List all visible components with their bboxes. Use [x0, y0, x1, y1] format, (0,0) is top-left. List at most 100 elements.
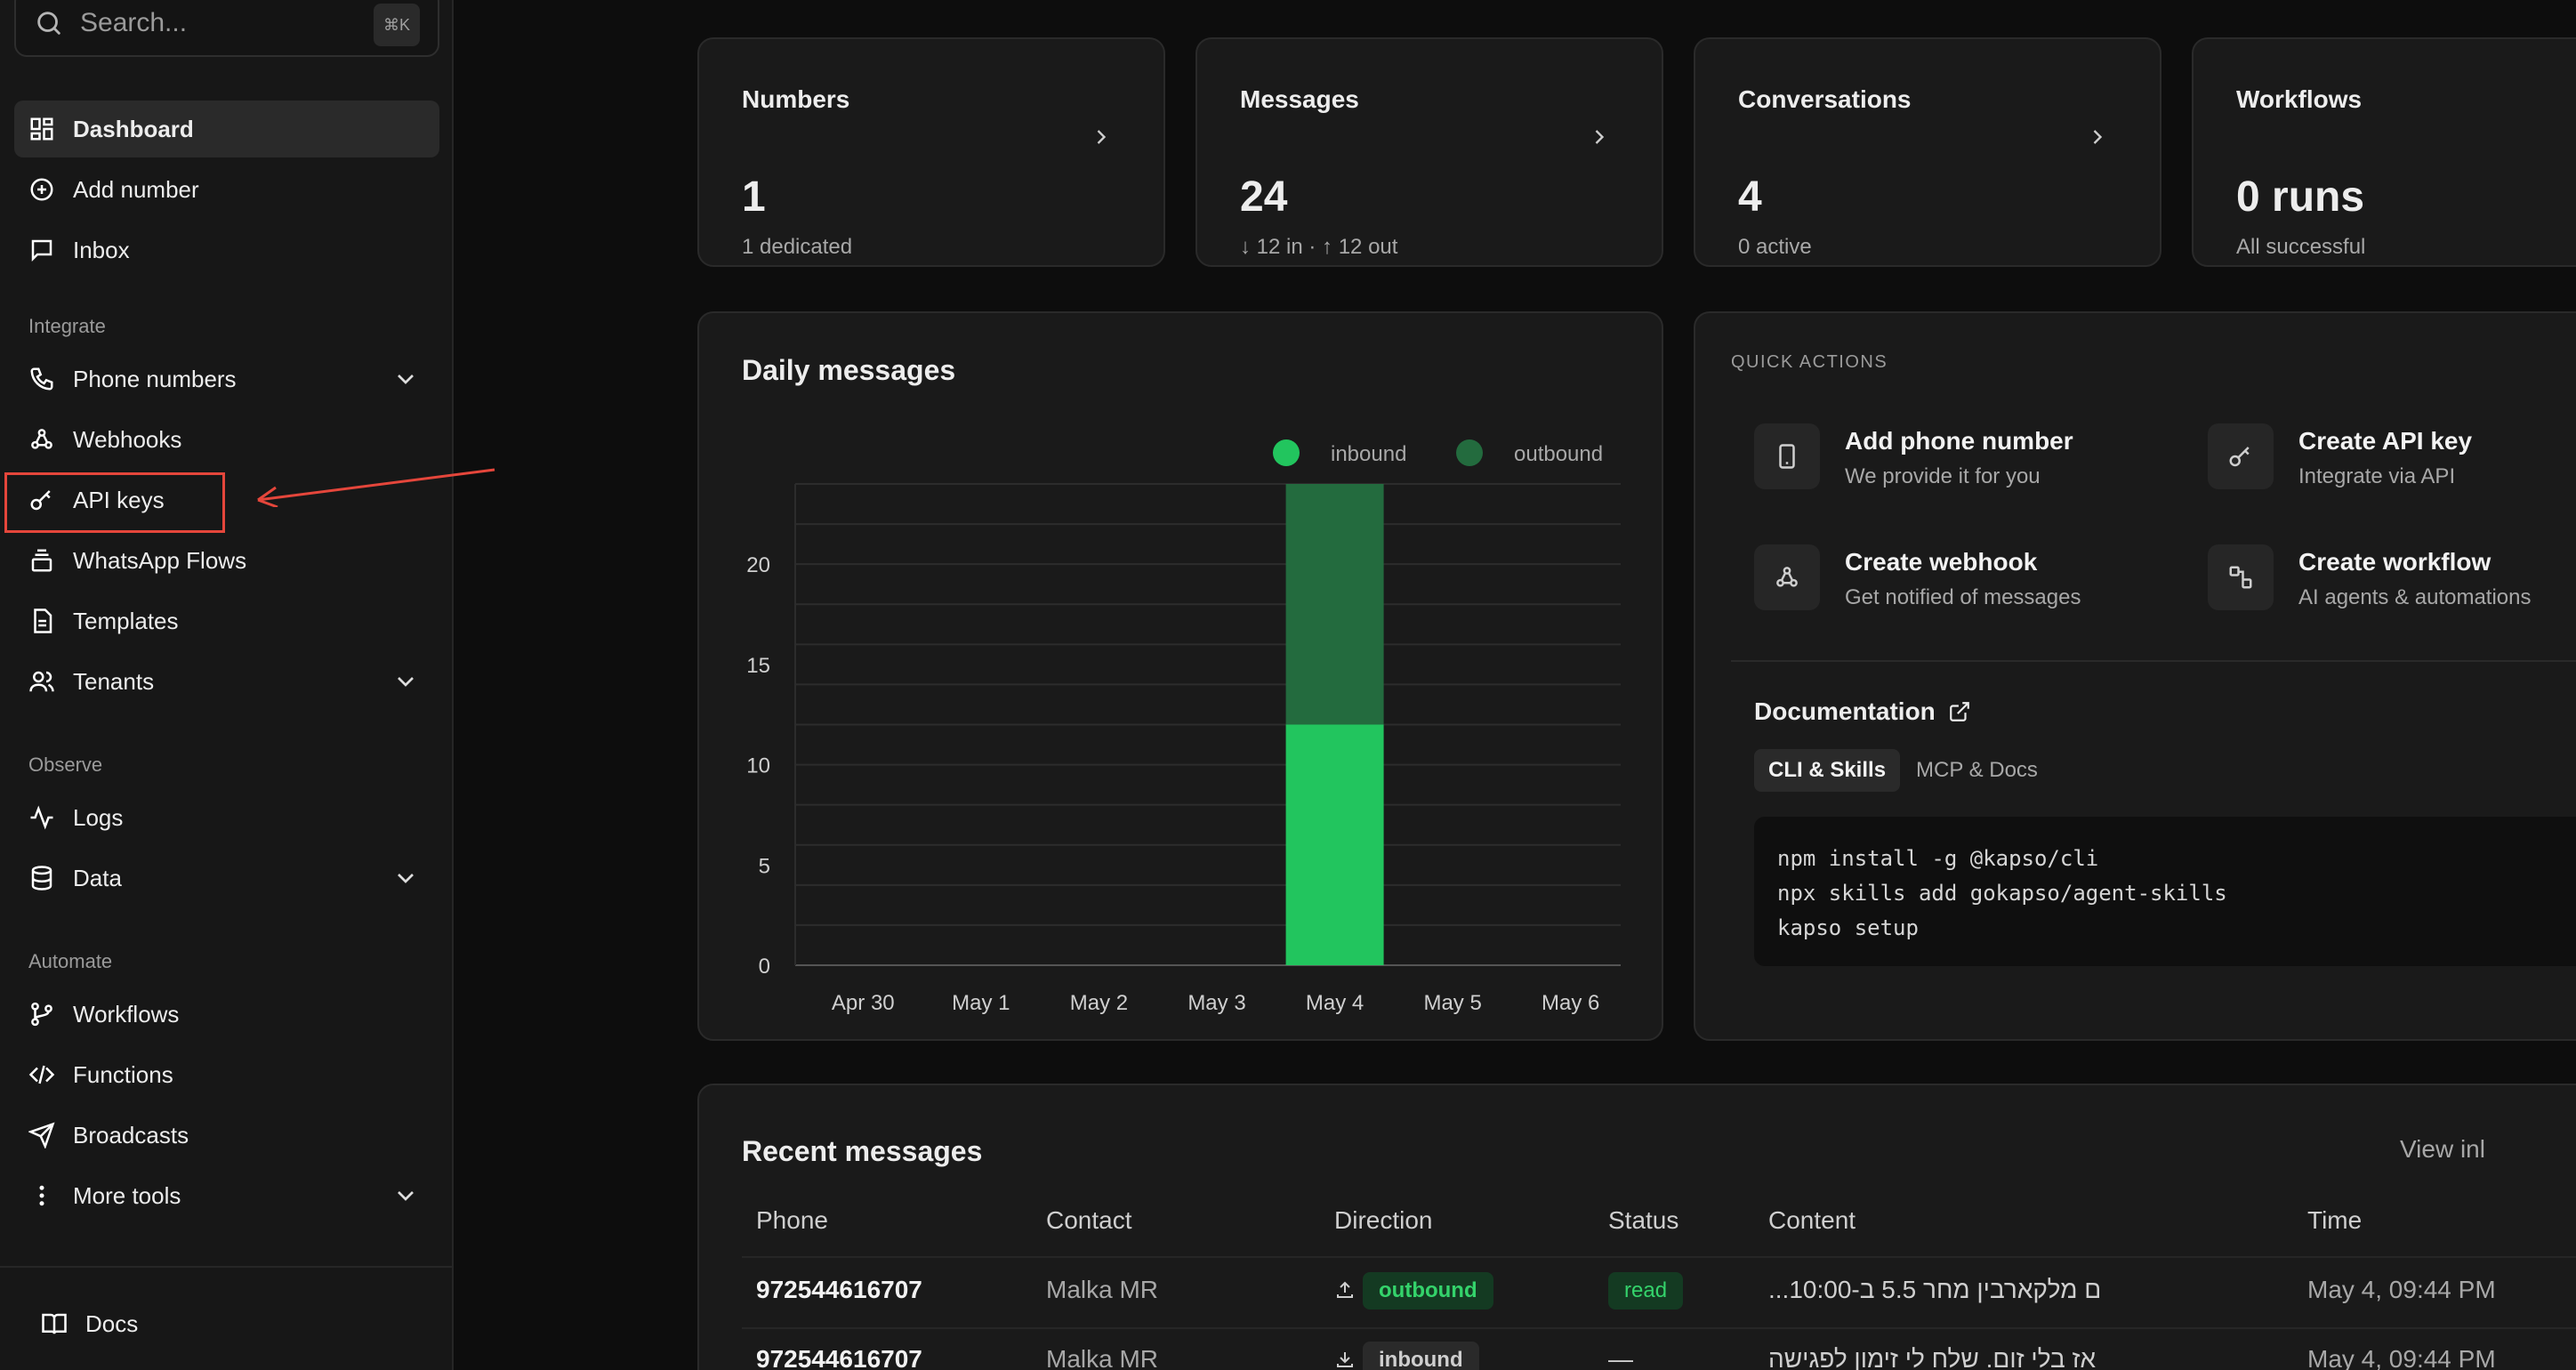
quick-action-title: Create workflow: [2298, 548, 2491, 576]
more-vertical-icon: [27, 1181, 57, 1211]
plus-circle-icon: [27, 174, 57, 205]
documentation-link[interactable]: Documentation: [1754, 697, 1971, 726]
download-icon: [1337, 1352, 1353, 1367]
phone-icon: [27, 364, 57, 394]
search-input[interactable]: Search...: [80, 8, 188, 37]
quick-action-add-phone-number[interactable]: Add phone number We provide it for you: [1754, 423, 2073, 489]
column-header-content[interactable]: Content: [1768, 1206, 1856, 1234]
cell-phone: 972544616707: [756, 1276, 922, 1303]
stat-subtext: ↓ 12 in · ↑ 12 out: [1240, 235, 1398, 259]
sidebar-item-api-keys[interactable]: API keys: [14, 471, 439, 528]
quick-actions-divider: [1731, 660, 2576, 662]
stat-value: 24: [1240, 173, 1288, 221]
table-row-divider: [742, 1327, 2576, 1329]
file-icon: [27, 606, 57, 636]
tab-mcp-docs[interactable]: MCP & Docs: [1916, 758, 2038, 782]
column-header-status[interactable]: Status: [1608, 1206, 1679, 1234]
view-inbox-link[interactable]: View inl: [2400, 1135, 2485, 1163]
chevron-down-icon[interactable]: [391, 365, 420, 393]
sidebar-item-label: Workflows: [73, 1000, 180, 1028]
status-badge: read: [1608, 1272, 1684, 1310]
x-tick-label: May 3: [1187, 991, 1245, 1015]
sidebar-item-phone-numbers[interactable]: Phone numbers: [14, 351, 439, 407]
cell-contact: Malka MR: [1046, 1276, 1159, 1303]
stat-card-messages[interactable]: Messages 24 ↓ 12 in · ↑ 12 out: [1195, 37, 1663, 267]
stat-card-workflows[interactable]: Workflows 0 runs All successful: [2192, 37, 2576, 267]
sidebar-item-dashboard[interactable]: Dashboard: [14, 101, 439, 157]
sidebar-item-label: Docs: [85, 1310, 139, 1337]
annotation-highlight-box: [4, 472, 225, 533]
quick-action-create-api-key[interactable]: Create API key Integrate via API: [2208, 423, 2472, 489]
column-header-phone[interactable]: Phone: [756, 1206, 828, 1234]
stat-subtext: 0 active: [1738, 235, 1812, 259]
sidebar-item-label: Tenants: [73, 667, 155, 695]
chevron-down-icon[interactable]: [391, 1181, 420, 1210]
x-tick-label: May 2: [1070, 991, 1128, 1015]
column-header-contact[interactable]: Contact: [1046, 1206, 1132, 1234]
tab-cli-skills[interactable]: CLI & Skills: [1754, 749, 1901, 792]
legend-label: inbound: [1331, 442, 1406, 466]
sidebar-item-whatsapp-flows[interactable]: WhatsApp Flows: [14, 532, 439, 589]
stat-subtext: 1 dedicated: [742, 235, 853, 259]
table-header-divider: [742, 1256, 2576, 1258]
activity-icon: [27, 802, 57, 833]
cell-content: אז בלי זום. שלח לי זימון לפגישה: [1768, 1345, 2097, 1370]
sidebar-item-broadcasts[interactable]: Broadcasts: [14, 1107, 439, 1164]
daily-messages-chart: 0 5 10 15 20 Apr 30 May 1 May 2 May 3 May 4 May 5 M…: [746, 439, 1621, 1015]
stat-title: Numbers: [742, 85, 850, 113]
sidebar-item-inbox[interactable]: Inbox: [14, 222, 439, 278]
sidebar-item-logs[interactable]: Logs: [14, 789, 439, 846]
y-tick-label: 5: [759, 854, 770, 878]
cell-time: May 4, 09:44 PM: [2307, 1276, 2496, 1303]
stat-subtext: All successful: [2236, 235, 2366, 259]
sidebar-item-label: Phone numbers: [73, 365, 237, 392]
stat-title: Conversations: [1738, 85, 1912, 113]
quick-action-subtitle: We provide it for you: [1845, 464, 2041, 488]
x-tick-label: May 1: [952, 991, 1010, 1015]
bar-inbound: [1285, 724, 1384, 965]
quick-action-subtitle: Integrate via API: [2298, 464, 2456, 488]
sidebar-item-label: Templates: [73, 607, 179, 634]
column-header-time[interactable]: Time: [2307, 1206, 2363, 1234]
sidebar-item-add-number[interactable]: Add number: [14, 161, 439, 218]
sidebar-divider: [0, 1266, 454, 1268]
y-tick-label: 10: [746, 754, 770, 778]
dashboard-icon: [27, 114, 57, 144]
stat-card-conversations[interactable]: Conversations 4 0 active: [1694, 37, 2161, 267]
sidebar-item-webhooks[interactable]: Webhooks: [14, 411, 439, 468]
sidebar-item-label: Webhooks: [73, 425, 182, 453]
quick-action-title: Create webhook: [1845, 548, 2038, 576]
section-automate: Automate: [28, 950, 113, 972]
code-snippet[interactable]: npm install -g @kapso/cli npx skills add…: [1754, 817, 2576, 966]
sidebar-item-label: Logs: [73, 803, 124, 831]
sidebar-item-workflows[interactable]: Workflows: [14, 986, 439, 1043]
quick-action-create-workflow[interactable]: Create workflow AI agents & automations: [2208, 544, 2532, 610]
quick-action-title: Create API key: [2298, 427, 2473, 455]
sidebar-item-label: Broadcasts: [73, 1121, 189, 1148]
sidebar-item-functions[interactable]: Functions: [14, 1046, 439, 1103]
chevron-right-icon: [1097, 130, 1107, 144]
sidebar-item-data[interactable]: Data: [14, 850, 439, 907]
sidebar-item-more-tools[interactable]: More tools: [14, 1167, 439, 1224]
git-branch-icon: [27, 999, 57, 1029]
stat-value: 1: [742, 173, 766, 221]
y-tick-label: 15: [746, 654, 770, 678]
chevron-down-icon[interactable]: [391, 864, 420, 892]
sidebar-item-docs[interactable]: Docs: [27, 1295, 452, 1352]
chevron-down-icon[interactable]: [391, 667, 420, 696]
stat-value: 4: [1738, 173, 1762, 221]
send-icon: [27, 1120, 57, 1150]
legend-label: outbound: [1514, 442, 1603, 466]
code-line: npx skills add gokapso/agent-skills: [1777, 881, 2227, 906]
column-header-direction[interactable]: Direction: [1334, 1206, 1433, 1234]
quick-action-title: Add phone number: [1845, 427, 2073, 455]
sidebar-item-templates[interactable]: Templates: [14, 592, 439, 649]
stat-card-numbers[interactable]: Numbers 1 1 dedicated: [697, 37, 1165, 267]
search-box[interactable]: Search... ⌘K: [14, 0, 439, 57]
users-icon: [27, 666, 57, 697]
chart-title: Daily messages: [742, 354, 956, 386]
chevron-right-icon: [2093, 130, 2103, 144]
y-tick-label: 0: [759, 955, 770, 979]
sidebar-item-tenants[interactable]: Tenants: [14, 653, 439, 710]
quick-action-create-webhook[interactable]: Create webhook Get notified of messages: [1754, 544, 2081, 610]
